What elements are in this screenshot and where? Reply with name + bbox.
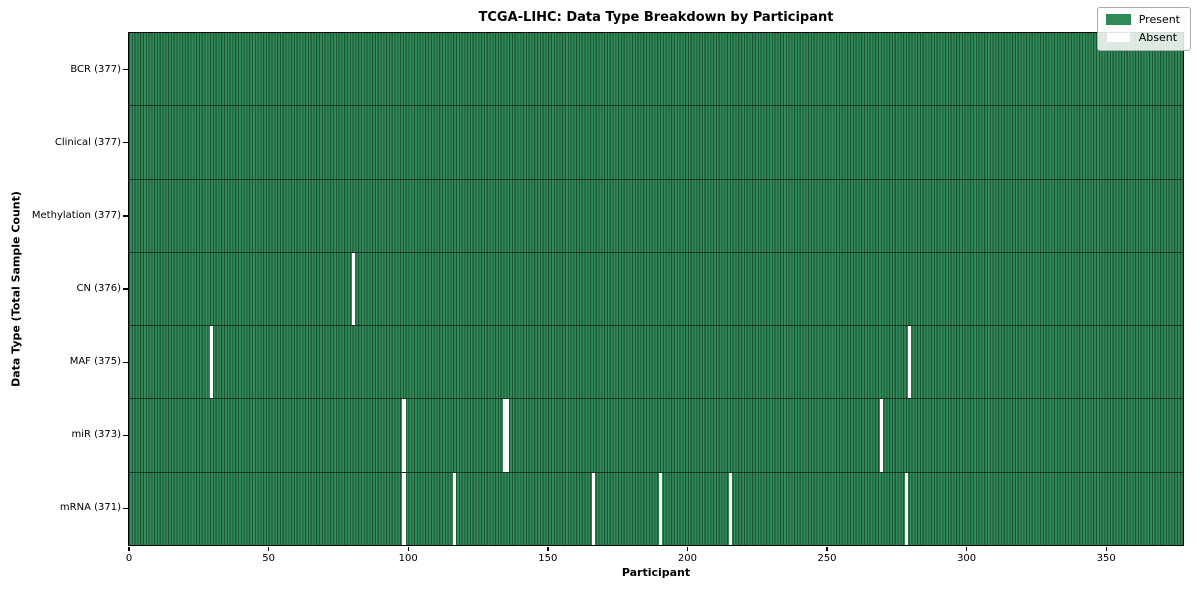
legend-present-label: Present xyxy=(1138,13,1180,26)
plot-area xyxy=(128,32,1184,546)
legend-absent-swatch-icon xyxy=(1105,32,1131,43)
y-tick-label-cn: CN (376) xyxy=(76,283,121,294)
y-tick-label-bcr: BCR (377) xyxy=(70,63,121,75)
y-tick-label-mrna: mRNA (371) xyxy=(59,502,121,514)
heatmap-row-mir xyxy=(129,399,1183,473)
x-tick-mark xyxy=(547,546,549,551)
absent-cell xyxy=(904,472,909,545)
legend-item-absent: Absent xyxy=(1105,31,1180,44)
x-tick-mark xyxy=(686,546,689,551)
x-tick-label: 350 xyxy=(1096,553,1116,564)
y-tick-mark xyxy=(123,142,128,144)
heatmap-row-methylation xyxy=(129,179,1183,253)
y-tick-mark xyxy=(123,361,128,363)
x-tick-label: 150 xyxy=(538,553,558,564)
x-axis-label: Participant xyxy=(621,566,691,579)
y-tick-mark xyxy=(123,507,128,510)
x-tick-mark xyxy=(407,546,409,551)
x-tick-mark xyxy=(128,546,130,551)
y-tick-label-methylation: Methylation (377) xyxy=(31,209,121,221)
heatmap-row-cn xyxy=(129,252,1183,327)
absent-cell xyxy=(659,472,663,545)
absent-cell xyxy=(209,326,213,399)
x-tick-mark xyxy=(268,546,270,551)
heatmap-row-bcr xyxy=(129,33,1183,107)
x-tick-label: 0 xyxy=(125,553,133,564)
y-tick-label-maf: MAF (375) xyxy=(69,356,121,368)
heatmap-row-maf xyxy=(129,326,1183,400)
absent-cell xyxy=(402,472,406,545)
x-tick-label: 200 xyxy=(677,553,697,564)
absent-cell xyxy=(505,399,509,472)
absent-cell xyxy=(907,326,911,399)
y-tick-mark xyxy=(123,215,128,217)
y-tick-mark xyxy=(123,434,128,436)
chart-title: TCGA-LIHC: Data Type Breakdown by Partic… xyxy=(478,10,834,25)
heatmap-row-mrna xyxy=(129,472,1183,545)
x-tick-label: 50 xyxy=(262,553,275,564)
legend-absent-label: Absent xyxy=(1138,31,1178,44)
absent-cell xyxy=(352,252,356,326)
absent-cell xyxy=(502,399,507,472)
x-tick-mark xyxy=(826,546,828,551)
x-tick-mark xyxy=(966,546,968,551)
absent-cell xyxy=(879,399,883,472)
x-tick-label: 250 xyxy=(817,553,837,564)
y-tick-label-clinical: Clinical (377) xyxy=(54,136,121,148)
y-tick-mark xyxy=(123,68,128,71)
absent-cell xyxy=(592,472,596,545)
absent-cell xyxy=(452,472,456,545)
y-tick-label-mir: miR (373) xyxy=(71,429,121,441)
legend-present-swatch-icon xyxy=(1105,14,1131,25)
x-tick-label: 300 xyxy=(957,553,977,564)
x-tick-mark xyxy=(1105,546,1107,551)
x-tick-label: 100 xyxy=(398,553,418,564)
legend-item-present: Present xyxy=(1105,13,1180,26)
heatmap-row-clinical xyxy=(129,106,1183,180)
y-tick-mark xyxy=(123,288,128,290)
absent-cell xyxy=(728,472,733,545)
legend: Present Absent xyxy=(1096,7,1191,51)
absent-cell xyxy=(402,399,406,472)
